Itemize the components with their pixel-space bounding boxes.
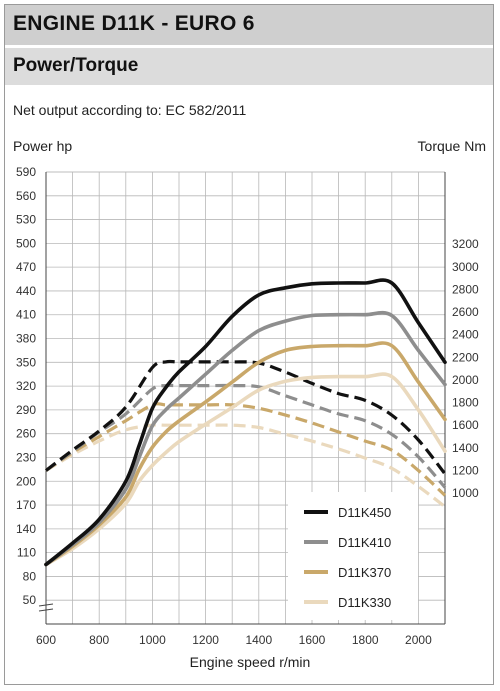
x-tick-label: 1000 xyxy=(139,633,166,647)
y-left-tick-label: 200 xyxy=(16,474,36,488)
y-left-tick-label: 320 xyxy=(16,379,36,393)
band-gap xyxy=(5,45,493,48)
y-right-tick-label: 2000 xyxy=(452,373,479,387)
y-left-tick-label: 440 xyxy=(16,284,36,298)
y-right-tick-label: 2200 xyxy=(452,350,479,364)
y-left-tick-label: 110 xyxy=(17,546,36,560)
y-left-tick-label: 140 xyxy=(16,522,36,536)
y-right-tick-label: 1800 xyxy=(452,396,479,410)
torque-line-d11k370 xyxy=(45,402,447,497)
y-axis-right-label: Torque Nm xyxy=(417,138,486,154)
y-right-tick-label: 1200 xyxy=(452,464,479,478)
chart-frame xyxy=(4,4,494,685)
y-left-tick-label: 500 xyxy=(16,236,36,250)
legend-label: D11K370 xyxy=(338,565,391,580)
y-right-tick-label: 3000 xyxy=(452,260,479,274)
x-tick-label: 800 xyxy=(89,633,109,647)
y-left-tick-label: 410 xyxy=(16,308,36,322)
torque-line-d11k450 xyxy=(45,359,447,475)
torque-line-d11k410 xyxy=(45,383,447,489)
y-left-tick-label: 260 xyxy=(16,427,36,441)
y-axis-left-label: Power hp xyxy=(13,138,73,154)
power-line-d11k450 xyxy=(44,278,447,567)
y-right-tick-label: 3200 xyxy=(452,237,479,251)
x-tick-label: 2000 xyxy=(405,633,432,647)
x-tick-label: 1400 xyxy=(245,633,272,647)
page-title: ENGINE D11K - EURO 6 xyxy=(13,12,255,35)
x-tick-label: 600 xyxy=(36,633,56,647)
title-band xyxy=(5,5,493,45)
legend-label: D11K410 xyxy=(338,535,391,550)
output-note: Net output according to: EC 582/2011 xyxy=(13,102,247,118)
x-tick-label: 1800 xyxy=(352,633,379,647)
y-left-tick-label: 290 xyxy=(16,403,36,417)
y-right-tick-label: 1400 xyxy=(452,441,479,455)
legend-label: D11K330 xyxy=(338,595,391,610)
axis-break-mark xyxy=(38,603,54,607)
page-subtitle: Power/Torque xyxy=(13,55,139,76)
y-left-tick-label: 470 xyxy=(16,260,36,274)
y-left-tick-label: 50 xyxy=(23,593,37,607)
power-line-d11k410 xyxy=(44,310,447,567)
power-line-d11k330 xyxy=(44,372,447,567)
subtitle-band xyxy=(5,48,493,85)
x-axis-label: Engine speed r/min xyxy=(189,654,311,670)
y-left-tick-label: 560 xyxy=(16,189,36,203)
x-tick-label: 1600 xyxy=(299,633,326,647)
y-left-tick-label: 80 xyxy=(23,569,37,583)
y-left-tick-label: 350 xyxy=(16,355,36,369)
power-line-d11k370 xyxy=(44,341,447,567)
y-left-tick-label: 230 xyxy=(16,450,36,464)
x-tick-label: 1200 xyxy=(192,633,219,647)
legend-label: D11K450 xyxy=(338,505,391,520)
y-left-tick-label: 380 xyxy=(16,332,36,346)
y-right-tick-label: 2400 xyxy=(452,328,479,342)
torque-line-d11k330 xyxy=(45,423,446,508)
axis-break-mark xyxy=(38,608,54,612)
y-left-tick-label: 530 xyxy=(16,213,36,227)
y-right-tick-label: 2600 xyxy=(452,305,479,319)
y-right-tick-label: 2800 xyxy=(452,282,479,296)
y-left-tick-label: 170 xyxy=(16,498,36,512)
y-right-tick-label: 1600 xyxy=(452,418,479,432)
y-right-tick-label: 1000 xyxy=(452,486,479,500)
y-left-tick-label: 590 xyxy=(16,165,36,179)
